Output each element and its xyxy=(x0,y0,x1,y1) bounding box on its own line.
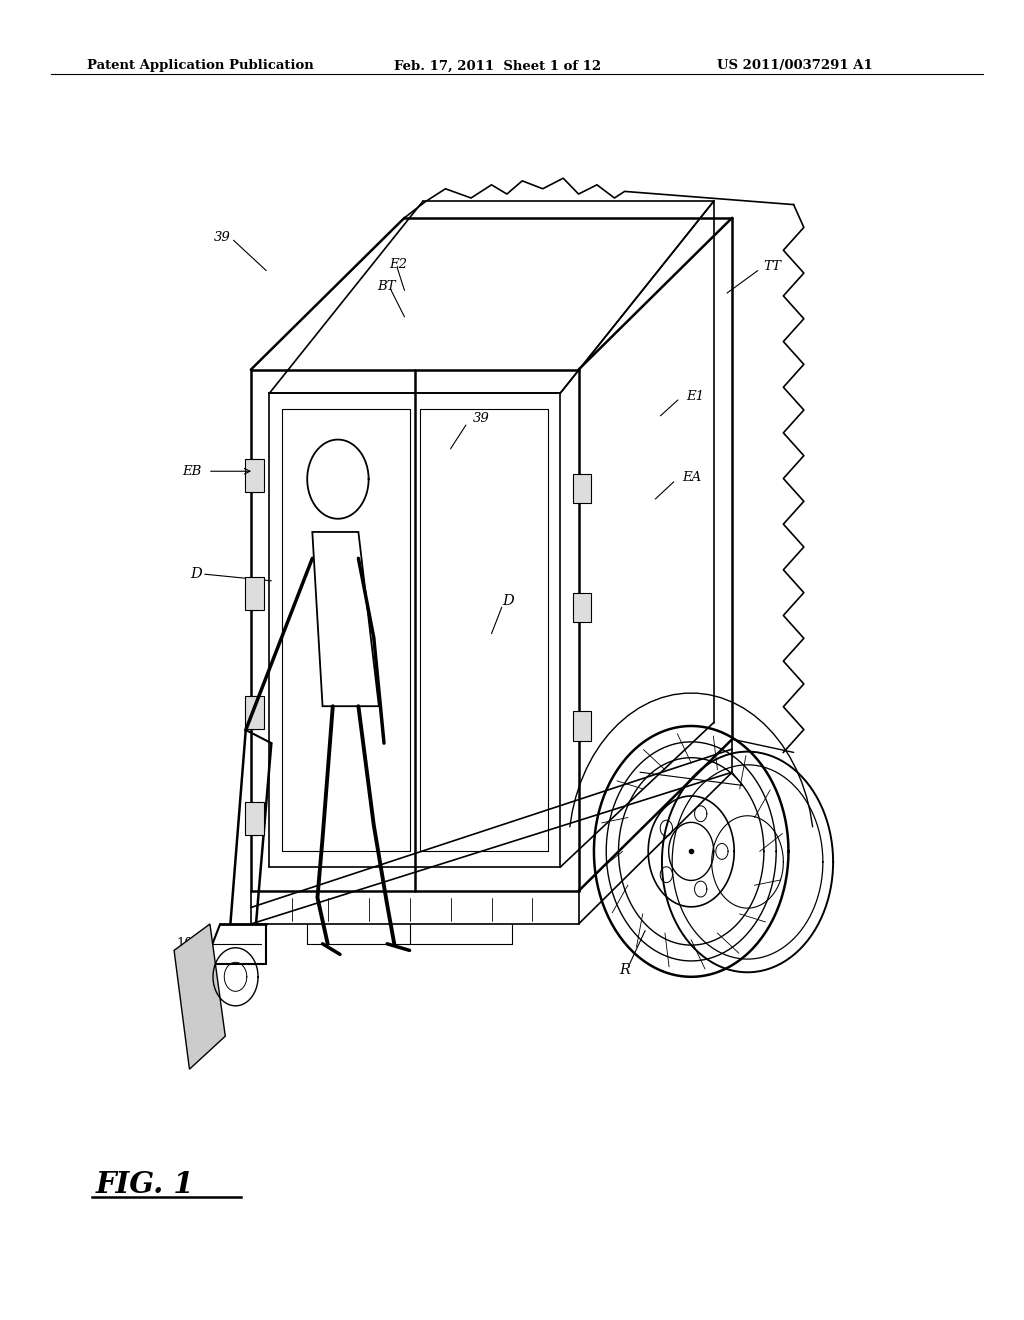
Text: EA: EA xyxy=(682,471,701,484)
Text: D: D xyxy=(190,568,202,581)
Text: FIG. 1: FIG. 1 xyxy=(95,1170,194,1199)
Text: 39: 39 xyxy=(473,412,489,425)
Text: 10: 10 xyxy=(176,937,193,950)
Bar xyxy=(246,458,264,491)
Text: BT: BT xyxy=(377,280,395,293)
Bar xyxy=(246,577,264,610)
Bar xyxy=(573,593,592,622)
Text: 39: 39 xyxy=(214,231,230,244)
Text: E2: E2 xyxy=(389,257,408,271)
Bar xyxy=(246,697,264,729)
Text: EB: EB xyxy=(182,465,202,478)
Text: TT: TT xyxy=(763,260,781,273)
Bar xyxy=(573,474,592,503)
Text: E1: E1 xyxy=(686,389,705,403)
Polygon shape xyxy=(174,924,225,1069)
Text: D: D xyxy=(502,594,513,607)
Text: US 2011/0037291 A1: US 2011/0037291 A1 xyxy=(717,59,872,73)
Text: Feb. 17, 2011  Sheet 1 of 12: Feb. 17, 2011 Sheet 1 of 12 xyxy=(394,59,601,73)
Bar xyxy=(573,711,592,741)
Polygon shape xyxy=(312,532,379,706)
Bar xyxy=(246,801,264,836)
Text: R: R xyxy=(620,964,631,977)
Text: Patent Application Publication: Patent Application Publication xyxy=(87,59,313,73)
